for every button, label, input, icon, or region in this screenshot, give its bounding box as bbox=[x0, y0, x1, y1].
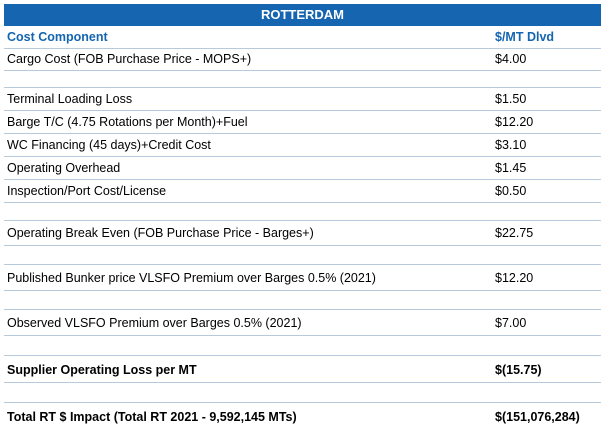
spacer-row bbox=[4, 71, 601, 88]
table-title: ROTTERDAM bbox=[4, 4, 601, 26]
row-value: $7.00 bbox=[495, 316, 527, 330]
row-label: Terminal Loading Loss bbox=[7, 92, 133, 106]
spacer-row bbox=[4, 246, 601, 265]
spacer-row bbox=[4, 383, 601, 403]
row-label: WC Financing (45 days)+Credit Cost bbox=[7, 138, 211, 152]
table-row: Supplier Operating Loss per MT $(15.75) bbox=[4, 356, 601, 383]
row-value: $22.75 bbox=[495, 226, 534, 240]
table-row: Barge T/C (4.75 Rotations per Month)+Fue… bbox=[4, 111, 601, 134]
row-label: Operating Overhead bbox=[7, 161, 121, 175]
table-row: Operating Overhead $1.45 bbox=[4, 157, 601, 180]
table-row: WC Financing (45 days)+Credit Cost $3.10 bbox=[4, 134, 601, 157]
row-label: Published Bunker price VLSFO Premium ove… bbox=[7, 271, 376, 285]
header-value: $/MT Dlvd bbox=[495, 30, 555, 44]
row-label: Observed VLSFO Premium over Barges 0.5% … bbox=[7, 316, 302, 330]
row-value: $0.50 bbox=[495, 184, 527, 198]
row-value: $(151,076,284) bbox=[495, 410, 580, 424]
spacer-row bbox=[4, 203, 601, 221]
table-row: Operating Break Even (FOB Purchase Price… bbox=[4, 221, 601, 246]
table-row: Terminal Loading Loss $1.50 bbox=[4, 88, 601, 111]
spacer-row bbox=[4, 291, 601, 310]
table-row: Cargo Cost (FOB Purchase Price - MOPS+) … bbox=[4, 49, 601, 71]
row-value: $4.00 bbox=[495, 52, 527, 66]
table-row: Inspection/Port Cost/License $0.50 bbox=[4, 180, 601, 203]
spacer-row bbox=[4, 336, 601, 356]
row-label: Supplier Operating Loss per MT bbox=[7, 363, 197, 377]
row-label: Cargo Cost (FOB Purchase Price - MOPS+) bbox=[7, 52, 252, 66]
header-cost-component: Cost Component bbox=[7, 30, 108, 44]
row-label: Barge T/C (4.75 Rotations per Month)+Fue… bbox=[7, 115, 248, 129]
row-label: Inspection/Port Cost/License bbox=[7, 184, 167, 198]
row-value: $1.45 bbox=[495, 161, 527, 175]
table-row: Observed VLSFO Premium over Barges 0.5% … bbox=[4, 310, 601, 336]
row-value: $(15.75) bbox=[495, 363, 542, 377]
table-row: Total RT $ Impact (Total RT 2021 - 9,592… bbox=[4, 403, 601, 429]
row-value: $1.50 bbox=[495, 92, 527, 106]
header-row: Cost Component $/MT Dlvd bbox=[4, 26, 601, 49]
table-row: Published Bunker price VLSFO Premium ove… bbox=[4, 265, 601, 291]
cost-table: ROTTERDAM Cost Component $/MT Dlvd Cargo… bbox=[4, 4, 601, 429]
row-value: $3.10 bbox=[495, 138, 527, 152]
row-value: $12.20 bbox=[495, 115, 534, 129]
row-label: Operating Break Even (FOB Purchase Price… bbox=[7, 226, 314, 240]
row-value: $12.20 bbox=[495, 271, 534, 285]
row-label: Total RT $ Impact (Total RT 2021 - 9,592… bbox=[7, 410, 297, 424]
